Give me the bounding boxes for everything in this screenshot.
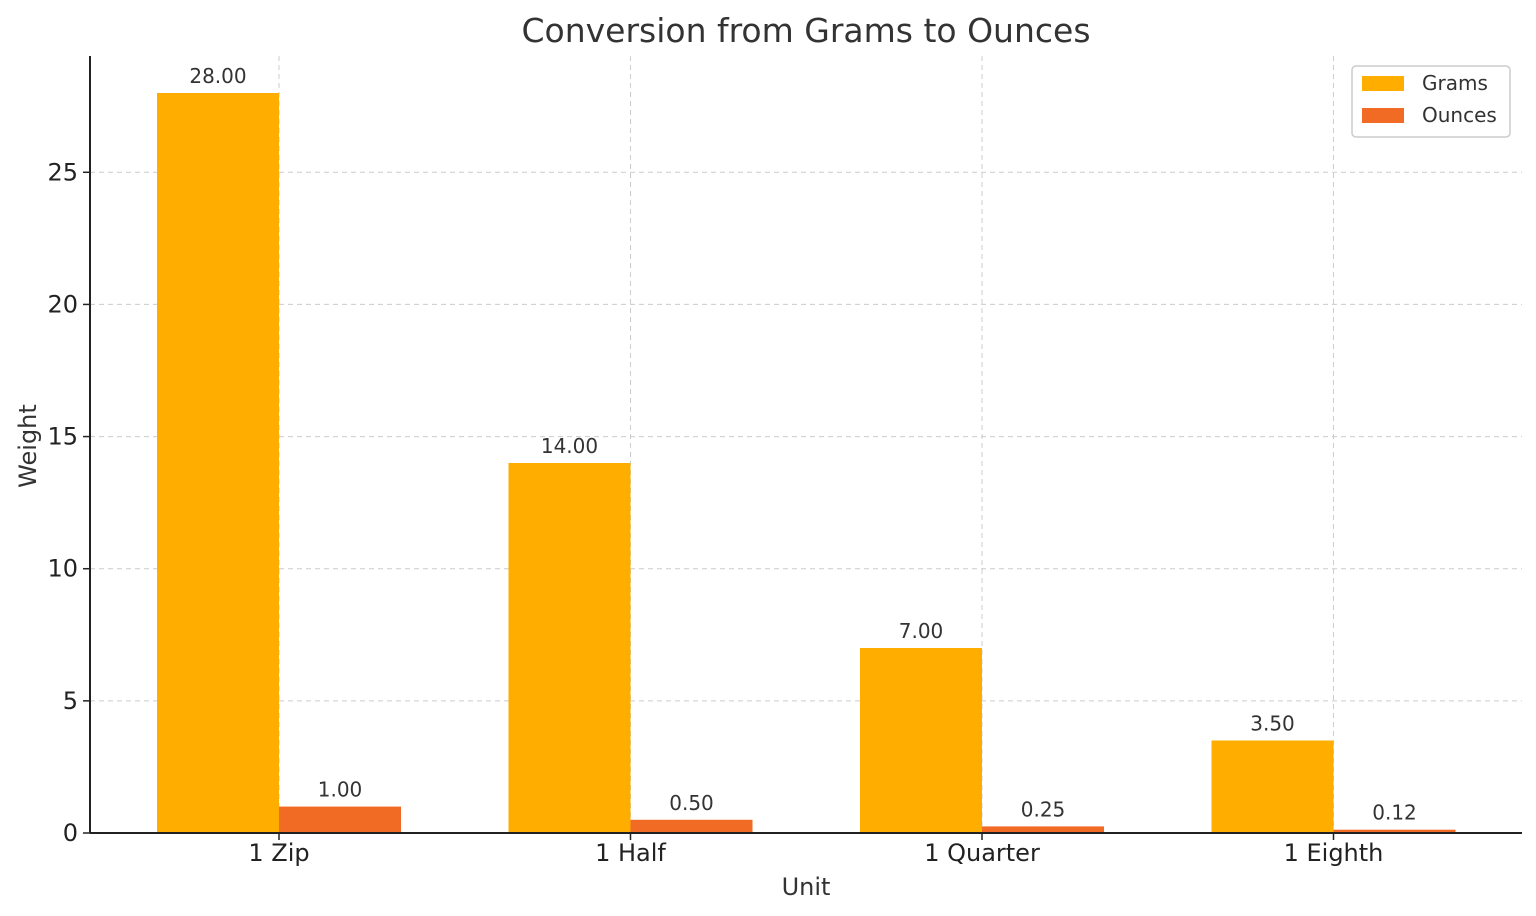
legend-label-ounces: Ounces <box>1422 103 1497 127</box>
data-label-grams: 14.00 <box>541 434 598 458</box>
bar-ounces <box>982 826 1104 833</box>
legend: Grams Ounces <box>1351 65 1511 138</box>
x-tick-label: 1 Half <box>595 839 666 867</box>
data-label-grams: 28.00 <box>189 64 246 88</box>
y-tick-label: 25 <box>47 158 78 186</box>
y-tick-label: 15 <box>47 423 78 451</box>
data-labels: 28.00 14.00 7.00 3.50 1.00 0.50 0.25 0.12 <box>189 64 1416 825</box>
y-tick-label: 10 <box>47 555 78 583</box>
bar-grams <box>860 648 982 833</box>
chart-title: Conversion from Grams to Ounces <box>521 11 1090 50</box>
x-tick-label: 1 Zip <box>248 839 309 867</box>
bar-ounces <box>1333 829 1456 833</box>
bar-grams <box>1211 740 1334 833</box>
data-label-ounces: 1.00 <box>318 778 363 802</box>
data-label-ounces: 0.25 <box>1021 797 1066 821</box>
bar-ounces <box>630 819 753 833</box>
y-tick-label: 20 <box>47 290 78 318</box>
x-tick-label: 1 Quarter <box>924 839 1040 867</box>
grid <box>90 56 1522 833</box>
legend-swatch-grams <box>1362 76 1404 91</box>
bar-grams <box>157 93 279 833</box>
data-label-grams: 7.00 <box>899 619 944 643</box>
x-tick-label: 1 Eighth <box>1284 839 1384 867</box>
y-tick-label: 5 <box>63 687 78 715</box>
data-label-ounces: 0.12 <box>1372 801 1417 825</box>
axes: 0 5 10 15 20 25 1 Zip 1 Half 1 Quarter 1 Eighth <box>47 56 1522 867</box>
x-axis-label: Unit <box>782 873 831 901</box>
data-label-ounces: 0.50 <box>669 791 714 815</box>
data-label-grams: 3.50 <box>1250 712 1295 736</box>
bar-grams <box>508 463 631 833</box>
bar-ounces <box>279 806 401 833</box>
y-axis-label: Weight <box>14 404 42 488</box>
legend-label-grams: Grams <box>1422 71 1488 95</box>
legend-swatch-ounces <box>1362 108 1404 123</box>
y-tick-label: 0 <box>63 819 78 847</box>
bars <box>157 93 1456 833</box>
